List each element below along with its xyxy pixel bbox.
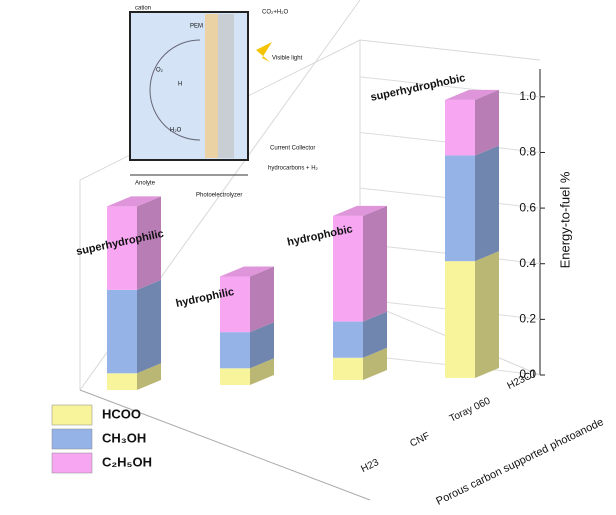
inset-label: Anolyte [135, 181, 156, 187]
inset-label: cation [135, 6, 151, 12]
bar-segment [445, 145, 499, 261]
bar-side [475, 251, 499, 378]
bar-front [445, 155, 475, 261]
bar-front [107, 290, 137, 373]
bar-segment [220, 267, 274, 333]
inset-label: Current Collector [270, 146, 315, 152]
x-tick-label: H23 [359, 457, 381, 475]
inset-label: H₂O [170, 128, 182, 134]
y-tick-label: 1.0 [519, 89, 536, 103]
y-tick-label: 0.2 [519, 312, 536, 326]
bar-side [137, 280, 161, 373]
inset-label: Photoelectrolyzer [196, 193, 242, 199]
bar-side [475, 90, 499, 156]
y-tick-label: 0.4 [519, 256, 536, 270]
legend-label: C₂H₅OH [102, 454, 152, 469]
y-tick-label: 0.6 [519, 200, 536, 214]
bar-front [445, 261, 475, 378]
bar-segment [445, 251, 499, 378]
legend-label: CH₃OH [102, 430, 146, 445]
bar-side [250, 267, 274, 333]
y-axis-title: Energy-to-fuel % [557, 171, 572, 268]
x-tick-label: CNF [408, 431, 431, 450]
bar-side [475, 145, 499, 261]
legend-label: HCOO [102, 406, 141, 421]
legend-swatch [52, 453, 92, 473]
inset-label: hydrocarbons + H₂ [268, 166, 319, 172]
bar-front [333, 358, 363, 380]
y-tick-label: 0.8 [519, 145, 536, 159]
inset-label: H [178, 82, 182, 88]
bar-segment [445, 90, 499, 156]
bar-segment [333, 206, 387, 322]
legend-swatch [52, 429, 92, 449]
legend: HCOO CH₃OH C₂H₅OH [52, 405, 152, 473]
chart: cation PEM CO₂+H₂O Visible light O₂ H H₂… [0, 0, 616, 515]
inset-diagram: cation PEM CO₂+H₂O Visible light O₂ H H₂… [130, 6, 319, 199]
inset-label: CO₂+H₂O [262, 10, 288, 16]
bar-front [333, 322, 363, 358]
bar-front [107, 373, 137, 390]
inset-label: PEM [190, 24, 203, 30]
legend-swatch [52, 405, 92, 425]
x-tick-label: Toray 060 [448, 395, 493, 424]
inset-label: Visible light [272, 56, 303, 62]
inset-label: O₂ [156, 68, 164, 74]
bar-segment [107, 280, 161, 373]
bar-front [220, 277, 250, 333]
x-axis-title: Porous carbon supported photoanode [434, 416, 605, 508]
bar-front [220, 368, 250, 385]
bar-front [445, 100, 475, 156]
bar-side [363, 206, 387, 322]
bar-front [220, 332, 250, 368]
